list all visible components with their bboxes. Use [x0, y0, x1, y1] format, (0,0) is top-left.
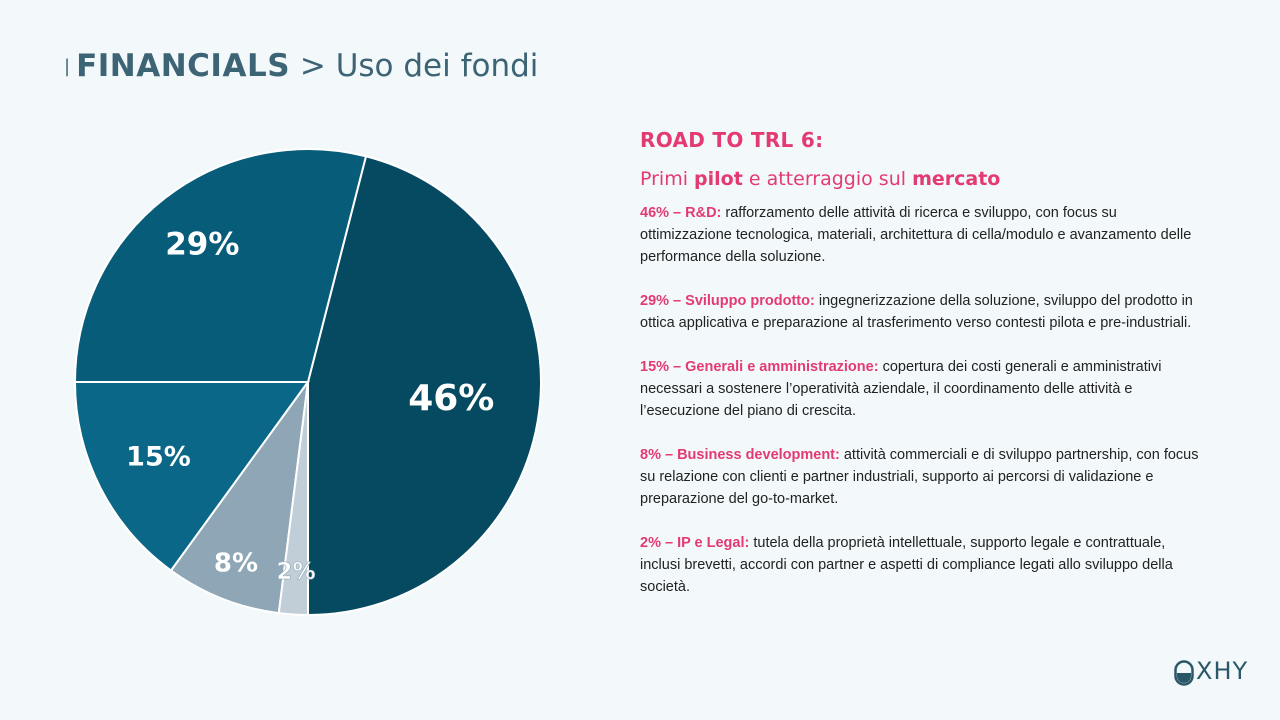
pie-slice-label: 29%	[165, 226, 239, 262]
allocation-list: 46% – R&D: rafforzamento delle attività …	[640, 202, 1200, 598]
use-of-funds-panel: ROAD TO TRL 6: Primi pilot e atterraggio…	[640, 128, 1200, 620]
allocation-label: 29% – Sviluppo prodotto:	[640, 293, 815, 309]
pie-slice-label: 15%	[126, 442, 191, 473]
pie-slice	[169, 381, 309, 615]
logo-text: XHY	[1196, 657, 1249, 685]
title-separator: |	[64, 56, 71, 77]
subtitle-text-2: e atterraggio sul	[742, 168, 913, 190]
allocation-item: 46% – R&D: rafforzamento delle attività …	[640, 202, 1200, 268]
allocation-label: 8% – Business development:	[640, 447, 840, 463]
title-subsection: > Uso dei fondi	[299, 48, 539, 84]
pie-slice-label: 2%	[276, 559, 315, 585]
pie-slice-label: 8%	[214, 549, 258, 579]
pie-chart: 46% 29% 15% 8% 2%	[73, 148, 542, 617]
pie-slice-label: 46%	[408, 378, 494, 419]
company-logo: XHY	[1174, 657, 1247, 691]
subtitle-text-1: Primi	[640, 168, 695, 190]
allocation-description: ingegnerizzazione della soluzione, svilu…	[640, 293, 1193, 331]
allocation-description: copertura dei costi generali e amministr…	[640, 359, 1162, 419]
allocation-item: 2% – IP e Legal: tutela della proprietà …	[640, 532, 1200, 598]
allocation-description: attività commerciali e di sviluppo partn…	[640, 447, 1199, 507]
subtitle-bold-2: mercato	[912, 168, 1001, 190]
pie-slice	[73, 381, 310, 572]
allocation-description: tutela della proprietà intellettuale, su…	[640, 535, 1173, 595]
allocation-item: 8% – Business development: attività comm…	[640, 444, 1200, 510]
allocation-item: 29% – Sviluppo prodotto: ingegnerizzazio…	[640, 290, 1200, 334]
allocation-label: 15% – Generali e amministrazione:	[640, 359, 879, 375]
trl-heading: ROAD TO TRL 6:	[640, 128, 824, 152]
allocation-label: 46% – R&D:	[640, 205, 722, 221]
panel-subtitle: Primi pilot e atterraggio sul mercato	[640, 168, 1200, 190]
capsule-o-icon	[1174, 660, 1194, 686]
pie-slice	[307, 155, 542, 617]
pie-slice	[277, 381, 309, 617]
title-section: FINANCIALS	[76, 48, 291, 84]
subtitle-bold-1: pilot	[694, 168, 743, 190]
pie-slice	[73, 148, 368, 383]
allocation-item: 15% – Generali e amministrazione: copert…	[640, 356, 1200, 422]
allocation-description: rafforzamento delle attività di ricerca …	[640, 205, 1192, 265]
allocation-label: 2% – IP e Legal:	[640, 535, 750, 551]
page-title: | FINANCIALS > Uso dei fondi	[64, 48, 538, 84]
